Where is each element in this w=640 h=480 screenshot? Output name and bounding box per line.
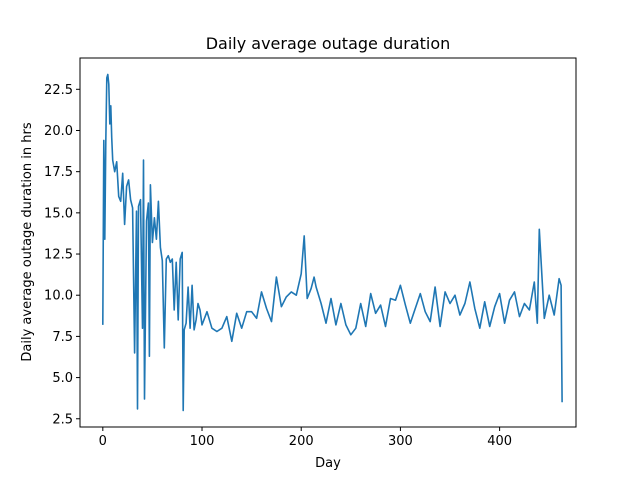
plot-area xyxy=(79,57,577,428)
y-tick-label: 20.0 xyxy=(44,124,73,139)
x-tick-label: 200 xyxy=(289,434,314,449)
x-axis: 0 100 200 300 400 xyxy=(99,427,512,449)
x-tick-label: 100 xyxy=(190,434,215,449)
y-tick-label: 22.5 xyxy=(44,83,73,98)
y-tick-label: 17.5 xyxy=(44,165,73,180)
x-tick-label: 300 xyxy=(388,434,413,449)
x-tick-label: 0 xyxy=(99,434,107,449)
y-tick-label: 12.5 xyxy=(44,248,73,263)
y-tick-label: 7.5 xyxy=(52,330,73,345)
y-tick-label: 5.0 xyxy=(52,371,73,386)
chart-title: Daily average outage duration xyxy=(206,34,451,53)
x-tick-label: 400 xyxy=(487,434,512,449)
y-tick-label: 10.0 xyxy=(44,289,73,304)
series-layer xyxy=(102,73,563,412)
y-axis: 2.5 5.0 7.5 10.0 12.5 15.0 17.5 20.0 22.5 xyxy=(44,83,80,427)
y-axis-label: Daily average outage duration in hrs xyxy=(20,122,35,361)
series-line xyxy=(102,73,563,412)
y-tick-label: 15.0 xyxy=(44,206,73,221)
x-axis-label: Day xyxy=(315,456,341,471)
y-tick-label: 2.5 xyxy=(52,412,73,427)
